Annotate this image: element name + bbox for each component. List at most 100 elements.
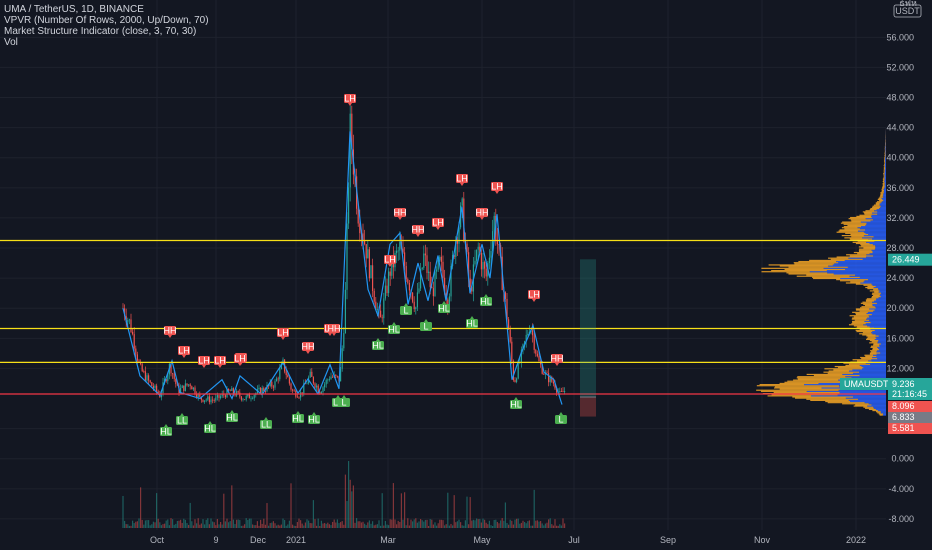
candle-body (156, 385, 158, 392)
structure-low-pointer (470, 316, 474, 319)
volume-bar (296, 522, 298, 528)
structure-high-label: HH (412, 225, 425, 235)
vp-down-bar (883, 171, 885, 173)
structure-zigzag (122, 131, 563, 405)
time-axis[interactable]: Oct 9 Dec 2021 Mar May Jul Sep Nov 2022 (0, 530, 932, 550)
vp-up-bar (864, 320, 886, 322)
vp-up-bar (882, 414, 886, 416)
volume-bar (180, 519, 182, 528)
vp-up-bar (880, 206, 886, 208)
candle-body (146, 375, 148, 381)
candle-body (138, 360, 140, 362)
vp-down-bar (883, 179, 885, 181)
time-tick-label: Dec (250, 535, 267, 545)
vp-up-bar (883, 190, 886, 193)
candle-body (306, 383, 308, 385)
volume-bar (367, 522, 369, 528)
candle-body (428, 271, 430, 273)
vp-down-bar (882, 185, 885, 187)
volume-bar (288, 520, 290, 528)
vp-up-bar (872, 251, 886, 254)
volume-bar (122, 495, 124, 528)
indicator-vpvr[interactable]: VPVR (Number Of Rows, 2000, Up/Down, 70) (4, 15, 209, 26)
vp-up-bar (872, 356, 886, 359)
volume-bar (287, 524, 289, 528)
indicator-market-structure[interactable]: Market Structure Indicator (close, 3, 70… (4, 26, 197, 37)
horizontal-levels[interactable] (0, 239, 886, 395)
candle-body (340, 368, 342, 382)
volume-bar (269, 523, 271, 528)
candle-body (236, 391, 238, 396)
structure-high-tag (456, 174, 468, 183)
price-tick-label: 36.000 (886, 183, 914, 193)
vp-up-bar (880, 412, 886, 414)
vp-up-bar (884, 170, 886, 172)
structure-high-label: LH (491, 182, 503, 192)
volume-bar (447, 492, 449, 528)
vp-up-bar (838, 262, 886, 264)
vp-up-bar (838, 389, 886, 391)
volume-bar (564, 523, 566, 528)
vp-up-bar (879, 203, 886, 205)
volume-bar (383, 525, 385, 528)
vp-down-bar (866, 338, 875, 341)
vp-up-bar (837, 394, 886, 396)
vp-down-bar (871, 293, 881, 295)
volume-bar (224, 521, 226, 528)
price-tick-label: 52.000 (886, 62, 914, 72)
long-position-tool[interactable] (580, 259, 596, 417)
structure-low-label: HL (292, 414, 304, 424)
vp-up-bar (848, 399, 886, 401)
vp-down-bar (850, 281, 864, 283)
vp-down-bar (793, 262, 839, 264)
vp-down-bar (797, 376, 846, 378)
structure-high-pointer (532, 299, 536, 302)
volume-bar (240, 525, 242, 528)
candle-body (213, 400, 215, 401)
structure-high-tag (528, 290, 540, 299)
volume-bar (479, 518, 481, 528)
structure-high-pointer (416, 234, 420, 237)
candle-body (322, 387, 324, 393)
volume-bar (412, 521, 414, 528)
vp-down-bar (867, 285, 876, 287)
volume-bar (421, 520, 423, 528)
vp-up-bar (876, 302, 886, 304)
vp-up-bar (868, 360, 886, 362)
candle-body (245, 396, 247, 400)
volume-bar (260, 519, 262, 528)
volume-bar (154, 522, 156, 528)
symbol-title[interactable]: UMA / TetherUS, 1D, BINANCE (4, 4, 144, 15)
time-tick-label: 9 (213, 535, 218, 545)
candle-body (370, 265, 372, 279)
vp-down-bar (794, 397, 846, 399)
candle-body (280, 363, 282, 370)
level-tag-4-text: 5.581 (892, 423, 915, 433)
vp-down-bar (882, 178, 885, 180)
vp-up-bar (869, 308, 886, 310)
volume-bar (268, 525, 270, 528)
vp-down-bar (867, 288, 879, 290)
volume-bar (503, 520, 505, 528)
volume-bar (290, 483, 292, 528)
vp-down-bar (852, 317, 868, 319)
vp-up-bar (873, 255, 886, 257)
vp-down-bar (884, 162, 885, 164)
indicator-volume[interactable]: Vol (4, 37, 18, 48)
vp-up-bar (866, 318, 886, 320)
volume-bar (248, 518, 250, 528)
volume-bar (234, 524, 236, 528)
volume-bar (293, 525, 295, 528)
candle-body (341, 348, 343, 369)
candle-body (140, 361, 142, 365)
candle-body (148, 375, 150, 381)
vp-up-bar (865, 232, 886, 234)
vp-down-bar (883, 165, 885, 167)
structure-high-label: HH (476, 208, 489, 218)
vp-up-bar (876, 298, 886, 300)
vp-up-bar (810, 395, 886, 397)
vp-up-bar (869, 319, 886, 321)
vp-down-bar (879, 200, 884, 202)
volume-bar (410, 519, 412, 528)
